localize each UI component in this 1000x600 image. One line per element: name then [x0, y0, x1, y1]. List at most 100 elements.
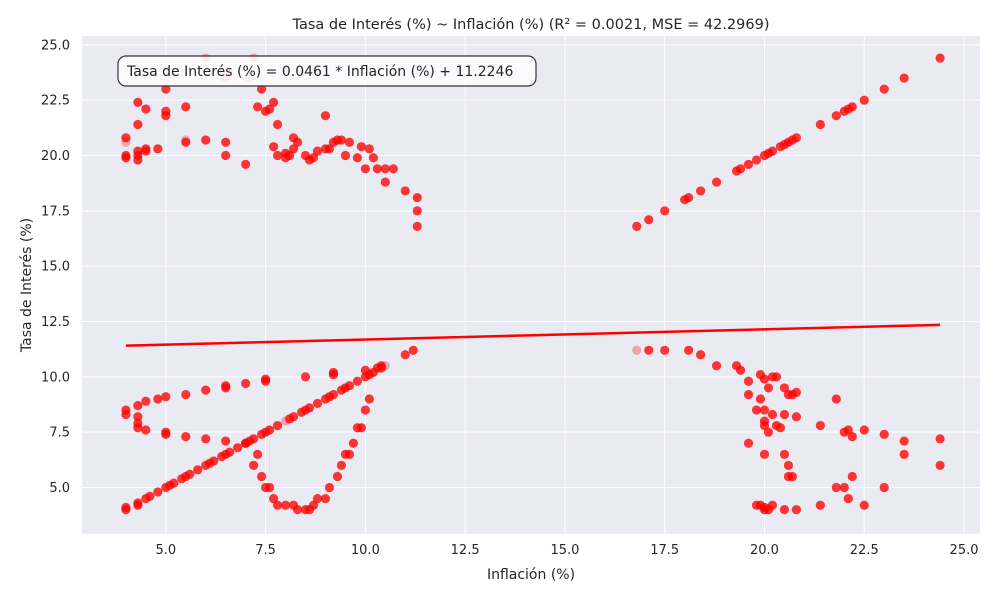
data-point	[759, 420, 770, 431]
data-point	[268, 142, 279, 152]
data-point	[272, 420, 283, 431]
y-tick-label: 17.5	[41, 204, 70, 219]
y-tick-label: 7.5	[49, 426, 70, 441]
data-point	[791, 133, 802, 143]
data-point	[121, 150, 131, 161]
data-point	[859, 500, 869, 510]
data-point	[161, 392, 171, 402]
data-point	[332, 471, 343, 482]
data-point	[181, 102, 191, 112]
data-point	[696, 350, 706, 360]
data-point	[288, 144, 299, 154]
data-point	[831, 394, 841, 404]
data-point	[336, 135, 347, 145]
data-point	[779, 409, 790, 420]
data-point	[759, 405, 770, 415]
data-point	[253, 102, 263, 112]
data-point	[364, 144, 374, 154]
data-point	[831, 111, 841, 121]
data-point	[743, 438, 754, 448]
data-point	[743, 376, 754, 386]
data-point	[412, 206, 422, 216]
data-point	[201, 135, 211, 145]
data-point	[899, 73, 909, 83]
data-point	[181, 432, 191, 442]
data-point	[308, 153, 319, 163]
data-point	[791, 387, 802, 397]
data-point	[201, 434, 211, 444]
data-point	[815, 420, 825, 431]
data-point	[684, 192, 694, 203]
data-point	[412, 221, 422, 231]
data-point	[312, 493, 323, 504]
data-point	[221, 150, 231, 161]
data-point	[225, 447, 235, 457]
data-point	[312, 398, 323, 409]
data-point	[249, 434, 259, 444]
data-point	[221, 381, 231, 391]
data-point	[121, 405, 131, 415]
data-point	[348, 438, 358, 448]
data-point	[735, 164, 746, 174]
data-point	[815, 119, 825, 130]
y-tick-label: 25.0	[41, 38, 70, 53]
data-point	[320, 111, 331, 121]
data-point	[368, 153, 378, 163]
data-point	[344, 449, 355, 459]
x-tick-label: 22.5	[850, 543, 879, 558]
data-point	[308, 500, 319, 510]
data-point	[364, 394, 374, 404]
data-point	[360, 365, 370, 375]
data-point	[935, 434, 945, 444]
data-point	[711, 361, 722, 371]
data-point	[771, 372, 782, 382]
data-point	[133, 498, 143, 508]
x-tick-label: 15.0	[550, 543, 579, 558]
data-point	[181, 389, 191, 400]
data-point	[241, 159, 251, 169]
data-point	[755, 394, 766, 404]
data-point	[400, 350, 410, 360]
data-point	[344, 381, 355, 391]
data-point	[153, 394, 163, 404]
data-point	[336, 460, 347, 470]
chart-title: Tasa de Interés (%) ~ Inflación (%) (R² …	[292, 17, 770, 33]
data-point	[300, 372, 311, 382]
data-point	[241, 438, 251, 448]
data-point	[257, 471, 267, 482]
data-point	[181, 137, 191, 147]
data-point	[767, 409, 778, 420]
data-point	[292, 505, 303, 515]
data-point	[280, 500, 291, 510]
data-point	[831, 482, 841, 493]
data-point	[859, 425, 869, 435]
x-tick-label: 12.5	[451, 543, 480, 558]
data-point	[412, 192, 422, 203]
data-point	[352, 376, 362, 386]
data-point	[121, 133, 131, 143]
data-point	[153, 144, 163, 154]
data-point	[264, 104, 275, 114]
data-point	[328, 389, 339, 400]
data-point	[843, 425, 853, 435]
data-point	[241, 378, 251, 389]
data-point	[141, 425, 151, 435]
data-point	[360, 164, 370, 174]
data-point	[815, 500, 825, 510]
data-point	[324, 144, 335, 154]
data-point	[660, 345, 670, 355]
data-point	[133, 119, 143, 130]
data-point	[356, 142, 366, 152]
x-tick-label: 7.5	[255, 543, 276, 558]
data-point	[272, 150, 283, 161]
regression-equation: Tasa de Interés (%) = 0.0461 * Inflación…	[126, 64, 513, 80]
data-point	[767, 146, 778, 156]
data-point	[644, 215, 654, 225]
data-point	[751, 155, 762, 165]
data-point	[388, 164, 398, 174]
data-point	[632, 345, 642, 355]
grid-lines	[82, 36, 980, 534]
data-point	[763, 383, 774, 393]
data-point	[408, 345, 418, 355]
data-point	[344, 137, 355, 147]
